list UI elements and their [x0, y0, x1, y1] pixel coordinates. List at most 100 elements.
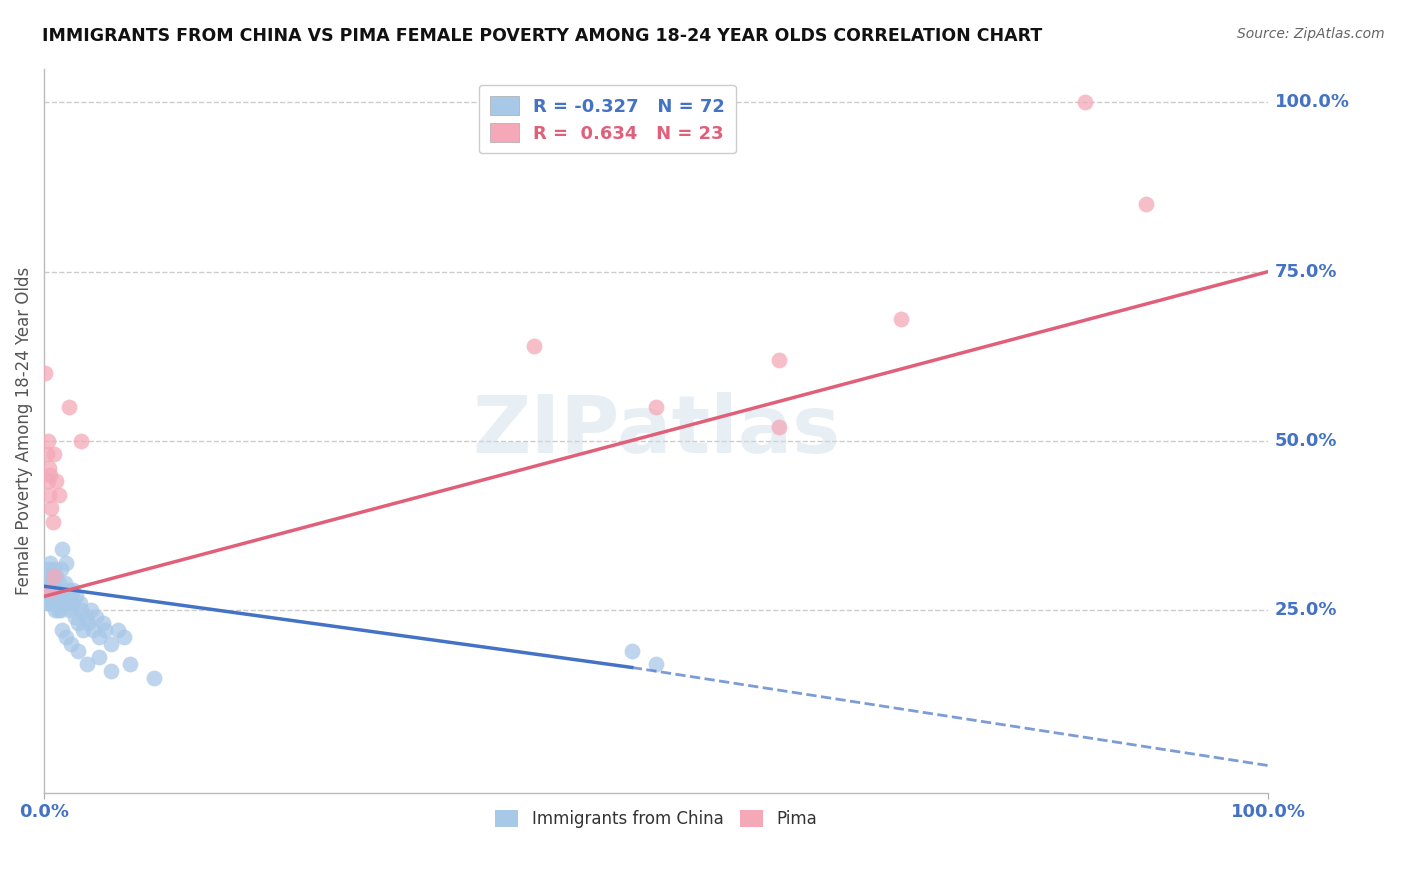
- Point: [41, 590, 63, 604]
- Point: [39, 582, 62, 597]
- Point: [1135, 197, 1157, 211]
- Y-axis label: Female Poverty Among 18-24 Year Olds: Female Poverty Among 18-24 Year Olds: [15, 267, 32, 595]
- Point: [44, 582, 66, 597]
- Point: [645, 657, 668, 671]
- Point: [35, 575, 58, 590]
- Point: [118, 657, 141, 671]
- Point: [42, 447, 65, 461]
- Point: [75, 609, 97, 624]
- Legend: Immigrants from China, Pima: Immigrants from China, Pima: [488, 804, 824, 835]
- Point: [69, 596, 91, 610]
- Text: Source: ZipAtlas.com: Source: ZipAtlas.com: [1237, 27, 1385, 41]
- Point: [39, 590, 62, 604]
- Point: [41, 515, 63, 529]
- Point: [55, 630, 77, 644]
- Point: [53, 575, 76, 590]
- Point: [41, 501, 63, 516]
- Point: [46, 590, 69, 604]
- Point: [37, 434, 59, 448]
- Point: [59, 603, 82, 617]
- Point: [58, 400, 80, 414]
- Point: [768, 420, 790, 434]
- Point: [76, 657, 98, 671]
- Point: [42, 569, 65, 583]
- Point: [38, 460, 60, 475]
- Point: [41, 582, 63, 597]
- Point: [45, 582, 67, 597]
- Point: [37, 562, 59, 576]
- Point: [42, 590, 65, 604]
- Text: IMMIGRANTS FROM CHINA VS PIMA FEMALE POVERTY AMONG 18-24 YEAR OLDS CORRELATION C: IMMIGRANTS FROM CHINA VS PIMA FEMALE POV…: [42, 27, 1042, 45]
- Text: 25.0%: 25.0%: [1274, 601, 1337, 619]
- Point: [37, 596, 59, 610]
- Point: [42, 562, 65, 576]
- Point: [37, 475, 59, 489]
- Point: [34, 366, 56, 380]
- Point: [51, 624, 73, 638]
- Point: [82, 624, 104, 638]
- Point: [112, 630, 135, 644]
- Point: [60, 596, 83, 610]
- Point: [38, 569, 60, 583]
- Point: [620, 643, 643, 657]
- Point: [38, 488, 60, 502]
- Text: 50.0%: 50.0%: [1274, 432, 1337, 450]
- Point: [35, 447, 58, 461]
- Point: [67, 643, 90, 657]
- Point: [49, 582, 72, 597]
- Point: [55, 556, 77, 570]
- Point: [45, 475, 67, 489]
- Point: [65, 590, 87, 604]
- Point: [91, 616, 114, 631]
- Point: [35, 582, 58, 597]
- Point: [62, 582, 84, 597]
- Point: [89, 630, 111, 644]
- Text: 100.0%: 100.0%: [1274, 94, 1350, 112]
- Point: [37, 590, 59, 604]
- Point: [41, 569, 63, 583]
- Point: [44, 575, 66, 590]
- Point: [143, 671, 166, 685]
- Point: [69, 603, 91, 617]
- Point: [38, 582, 60, 597]
- Point: [890, 312, 912, 326]
- Point: [58, 582, 80, 597]
- Point: [72, 624, 94, 638]
- Point: [84, 609, 107, 624]
- Point: [77, 616, 100, 631]
- Point: [51, 603, 73, 617]
- Point: [51, 562, 73, 576]
- Text: 75.0%: 75.0%: [1274, 262, 1337, 281]
- Point: [523, 339, 546, 353]
- Point: [51, 541, 73, 556]
- Point: [41, 582, 63, 597]
- Point: [49, 590, 72, 604]
- Point: [48, 488, 70, 502]
- Point: [44, 603, 66, 617]
- Point: [39, 556, 62, 570]
- Point: [768, 352, 790, 367]
- Point: [39, 467, 62, 482]
- Point: [60, 590, 83, 604]
- Point: [41, 596, 63, 610]
- Point: [39, 596, 62, 610]
- Point: [45, 596, 67, 610]
- Point: [46, 603, 69, 617]
- Point: [41, 575, 63, 590]
- Point: [63, 609, 86, 624]
- Point: [94, 624, 117, 638]
- Point: [79, 603, 101, 617]
- Point: [48, 596, 70, 610]
- Point: [45, 569, 67, 583]
- Point: [89, 650, 111, 665]
- Text: ZIPatlas: ZIPatlas: [472, 392, 841, 469]
- Point: [645, 400, 668, 414]
- Point: [48, 575, 70, 590]
- Point: [38, 575, 60, 590]
- Point: [100, 637, 122, 651]
- Point: [69, 434, 91, 448]
- Point: [100, 664, 122, 678]
- Point: [56, 596, 79, 610]
- Point: [42, 596, 65, 610]
- Point: [67, 616, 90, 631]
